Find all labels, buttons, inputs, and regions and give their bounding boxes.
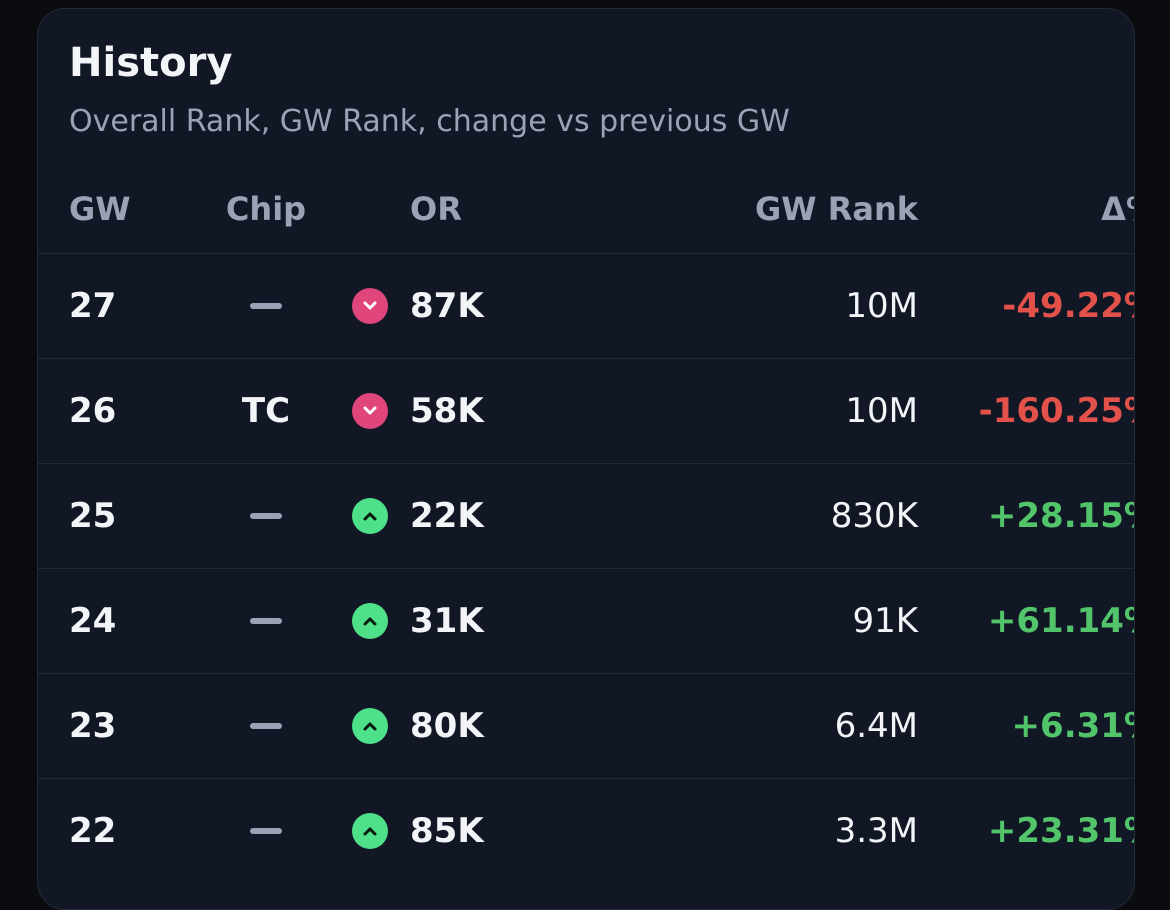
delta-cell: -49.22% bbox=[1002, 286, 1134, 326]
chip-cell bbox=[216, 254, 316, 358]
delta-cell: +61.14% bbox=[987, 601, 1134, 641]
history-table: GW Chip OR GW Rank Δ% 27 87K 10M -49.22% 26 T… bbox=[38, 165, 1134, 883]
or-cell: 80K bbox=[410, 706, 484, 746]
card-subtitle: Overall Rank, GW Rank, change vs previou… bbox=[69, 104, 790, 139]
gw-rank-cell: 6.4M bbox=[834, 706, 918, 746]
trend-cell bbox=[352, 464, 388, 568]
chip-cell bbox=[216, 674, 316, 778]
gw-cell: 24 bbox=[69, 601, 117, 641]
chevron-up-icon bbox=[352, 603, 388, 639]
gw-cell: 27 bbox=[69, 286, 117, 326]
header-chip: Chip bbox=[225, 190, 307, 228]
table-body: 27 87K 10M -49.22% 26 TC 58K 10M -160.25% 25 22K 83… bbox=[38, 253, 1134, 883]
gw-cell: 23 bbox=[69, 706, 117, 746]
gw-cell: 25 bbox=[69, 496, 117, 536]
header-gw: GW bbox=[69, 190, 131, 228]
card-title: History bbox=[69, 40, 233, 86]
chevron-up-icon bbox=[352, 498, 388, 534]
table-header-row: GW Chip OR GW Rank Δ% bbox=[38, 165, 1134, 253]
chevron-up-icon bbox=[352, 708, 388, 744]
header-delta: Δ% bbox=[1101, 190, 1134, 228]
gw-rank-cell: 10M bbox=[845, 391, 918, 431]
chevron-up-icon bbox=[352, 813, 388, 849]
delta-cell: +28.15% bbox=[987, 496, 1134, 536]
table-row: 24 31K 91K +61.14% bbox=[38, 568, 1134, 673]
table-row: 26 TC 58K 10M -160.25% bbox=[38, 358, 1134, 463]
or-cell: 85K bbox=[410, 811, 484, 851]
or-cell: 87K bbox=[410, 286, 484, 326]
table-row: 23 80K 6.4M +6.31% bbox=[38, 673, 1134, 778]
gw-rank-cell: 3.3M bbox=[834, 811, 918, 851]
chip-cell bbox=[216, 569, 316, 673]
chip-cell: TC bbox=[241, 391, 291, 431]
table-row: 25 22K 830K +28.15% bbox=[38, 463, 1134, 568]
or-cell: 58K bbox=[410, 391, 484, 431]
trend-cell bbox=[352, 674, 388, 778]
dash-icon bbox=[250, 828, 282, 834]
or-cell: 22K bbox=[410, 496, 484, 536]
header-gw-rank: GW Rank bbox=[755, 190, 918, 228]
chevron-down-icon bbox=[352, 288, 388, 324]
or-cell: 31K bbox=[410, 601, 484, 641]
dash-icon bbox=[250, 303, 282, 309]
dash-icon bbox=[250, 513, 282, 519]
delta-cell: -160.25% bbox=[978, 391, 1134, 431]
table-row: 22 85K 3.3M +23.31% bbox=[38, 778, 1134, 883]
delta-cell: +23.31% bbox=[987, 811, 1134, 851]
chevron-down-icon bbox=[352, 393, 388, 429]
gw-rank-cell: 10M bbox=[845, 286, 918, 326]
card-header: History Overall Rank, GW Rank, change vs… bbox=[69, 43, 790, 137]
history-card: History Overall Rank, GW Rank, change vs… bbox=[37, 8, 1135, 910]
chip-cell bbox=[216, 779, 316, 883]
trend-cell bbox=[352, 359, 388, 463]
gw-rank-cell: 91K bbox=[852, 601, 918, 641]
chip-cell bbox=[216, 464, 316, 568]
trend-cell bbox=[352, 254, 388, 358]
dash-icon bbox=[250, 618, 282, 624]
trend-cell bbox=[352, 569, 388, 673]
trend-cell bbox=[352, 779, 388, 883]
gw-cell: 22 bbox=[69, 811, 117, 851]
table-row: 27 87K 10M -49.22% bbox=[38, 253, 1134, 358]
gw-rank-cell: 830K bbox=[830, 496, 918, 536]
delta-cell: +6.31% bbox=[1011, 706, 1134, 746]
gw-cell: 26 bbox=[69, 391, 117, 431]
header-or: OR bbox=[410, 190, 462, 228]
dash-icon bbox=[250, 723, 282, 729]
